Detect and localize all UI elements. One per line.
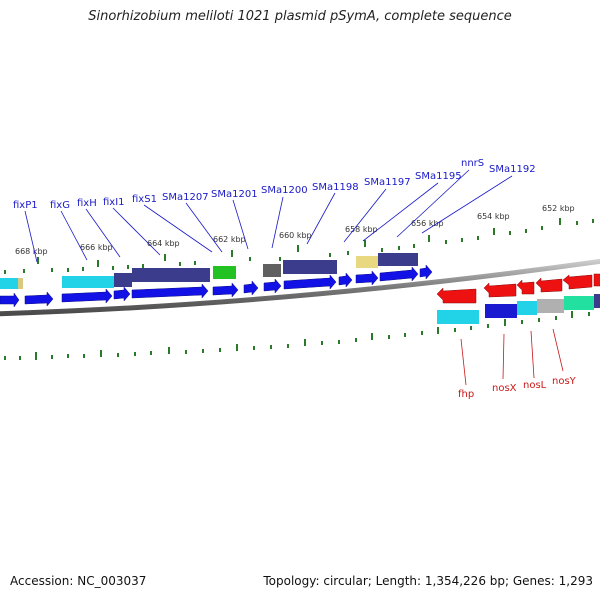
cds-arrow-reverse: [535, 277, 563, 293]
gene-label: fixP1: [13, 200, 38, 211]
gene-label: fixG: [50, 200, 70, 211]
ruler-label: 658 kbp: [345, 225, 378, 234]
plasmid-backbone: [0, 258, 600, 317]
cds-arrow: [212, 282, 239, 298]
accession-text: Accession: NC_003037: [10, 574, 147, 588]
gene-label: SMa1197: [364, 177, 411, 188]
cds-arrow: [355, 270, 379, 286]
cds-arrow: [113, 286, 131, 302]
cds-arrow: [24, 291, 54, 307]
gene-label: fhp: [458, 389, 474, 400]
cds-forward-track: [0, 264, 433, 308]
cds-arrow-reverse: [483, 282, 517, 298]
feature-blocks-top: [0, 250, 600, 289]
cds-arrow: [338, 272, 353, 288]
cds-arrow: [263, 278, 282, 294]
ruler-label: 660 kbp: [279, 231, 312, 240]
feature-blocks-bottom: [437, 294, 600, 324]
cds-arrow: [243, 280, 259, 296]
gene-label: fixS1: [132, 194, 157, 205]
ruler-label: 666 kbp: [80, 243, 113, 252]
gene-label: nosX: [492, 383, 517, 394]
ruler-label: 652 kbp: [542, 204, 575, 213]
inner-ruler: [4, 311, 590, 360]
gene-label: nnrS: [461, 158, 484, 169]
cds-arrow: [419, 264, 433, 280]
gene-label: SMa1200: [261, 185, 308, 196]
gene-label: fixH: [77, 198, 97, 209]
ruler-label: 664 kbp: [147, 239, 180, 248]
gene-label: SMa1198: [312, 182, 359, 193]
gene-label: fixI1: [103, 197, 125, 208]
cds-arrow: [379, 266, 419, 282]
outer-ruler: 668 kbp 666 kbp 664 kbp 662 kbp 660 kbp …: [4, 204, 594, 274]
gene-label: SMa1195: [415, 171, 462, 182]
cds-arrow-reverse: [516, 279, 535, 295]
gene-label: nosY: [552, 376, 577, 387]
ruler-label: 656 kbp: [411, 219, 444, 228]
gene-label: SMa1201: [211, 189, 258, 200]
reverse-track-upper: [436, 273, 600, 304]
gene-labels-top: fixP1 fixG fixH fixI1 fixS1 SMa1207 SMa1…: [13, 158, 536, 263]
ruler-label: 668 kbp: [15, 247, 48, 256]
cds-arrow: [283, 274, 337, 290]
gene-label: SMa1192: [489, 164, 536, 175]
gene-labels-bottom: fhp nosX nosL nosY: [458, 328, 577, 400]
ruler-label: 654 kbp: [477, 212, 510, 221]
cds-arrow-reverse: [562, 274, 593, 290]
cds-arrow: [131, 283, 209, 299]
gene-label: nosL: [523, 380, 547, 391]
ruler-label: 662 kbp: [213, 235, 246, 244]
cds-arrow: [61, 288, 113, 304]
map-title: Sinorhizobium meliloti 1021 plasmid pSym…: [88, 9, 512, 24]
gene-label: SMa1207: [162, 192, 209, 203]
summary-text: Topology: circular; Length: 1,354,226 bp…: [263, 574, 593, 588]
cds-arrow: [0, 292, 20, 308]
cds-arrow-reverse: [436, 287, 477, 304]
